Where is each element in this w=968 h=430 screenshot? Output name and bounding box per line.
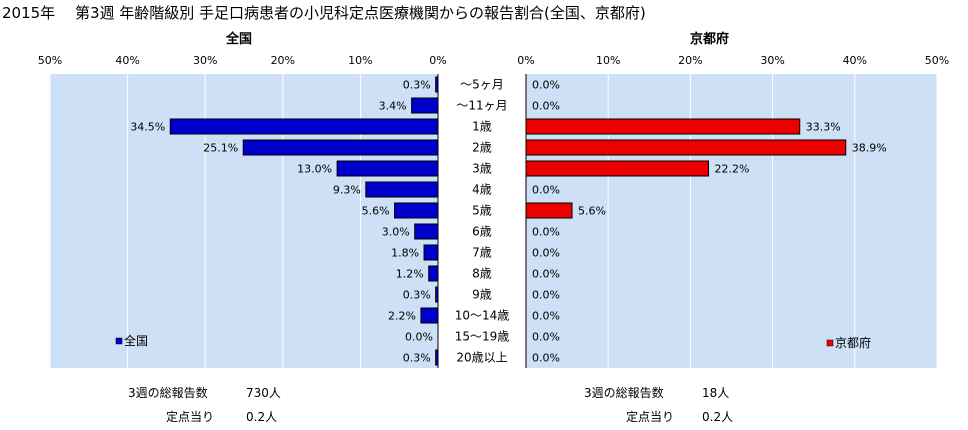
national-tick-label: 40% <box>115 54 139 67</box>
kyoto-bar <box>525 118 801 135</box>
kyoto-per-value: 0.2人 <box>702 410 734 424</box>
national-bar <box>428 265 439 282</box>
kyoto-data-label: 0.0% <box>532 310 560 323</box>
national-bar <box>394 202 439 219</box>
national-tick-label: 20% <box>271 54 295 67</box>
kyoto-data-label: 5.6% <box>578 205 606 218</box>
national-legend-swatch <box>115 337 123 345</box>
kyoto-data-label: 0.0% <box>532 100 560 113</box>
national-data-label: 9.3% <box>333 184 361 197</box>
national-data-label: 1.8% <box>391 247 419 260</box>
national-bar <box>411 97 439 114</box>
national-data-label: 0.3% <box>403 352 431 365</box>
kyoto-data-label: 0.0% <box>532 247 560 260</box>
national-data-label: 0.3% <box>403 289 431 302</box>
kyoto-legend-swatch <box>826 339 834 347</box>
kyoto-data-label: 0.0% <box>532 352 560 365</box>
national-data-label: 0.3% <box>403 79 431 92</box>
kyoto-data-label: 22.2% <box>714 163 749 176</box>
national-plot-area <box>50 74 438 368</box>
national-tick-label: 30% <box>193 54 217 67</box>
kyoto-tick-label: 30% <box>760 54 784 67</box>
national-tick-label: 10% <box>348 54 372 67</box>
kyoto-tick-label: 50% <box>925 54 949 67</box>
kyoto-data-label: 0.0% <box>532 289 560 302</box>
category-label: 1歳 <box>472 120 492 134</box>
national-bar <box>336 160 439 177</box>
national-bar <box>365 181 439 198</box>
category-label: 4歳 <box>472 183 492 197</box>
national-data-label: 13.0% <box>297 163 332 176</box>
kyoto-total-value: 18人 <box>702 386 730 400</box>
national-data-label: 34.5% <box>130 121 165 134</box>
national-data-label: 25.1% <box>203 142 238 155</box>
kyoto-plot-area <box>526 74 937 368</box>
national-data-label: 3.0% <box>382 226 410 239</box>
kyoto-bar <box>525 160 709 177</box>
kyoto-panel-title: 京都府 <box>690 32 730 47</box>
national-total-value: 730人 <box>246 386 281 400</box>
category-label: 15～19歳 <box>455 330 510 344</box>
national-total-label: 3週の総報告数 <box>128 386 208 400</box>
national-bar <box>414 223 439 240</box>
kyoto-bar <box>525 202 573 219</box>
national-per-value: 0.2人 <box>246 410 278 424</box>
national-bar <box>435 349 439 366</box>
kyoto-data-label: 33.3% <box>806 121 841 134</box>
national-bar <box>420 307 439 324</box>
category-label: ～11ヶ月 <box>456 99 507 113</box>
kyoto-per-label: 定点当り <box>626 410 675 424</box>
national-data-label: 0.0% <box>405 331 433 344</box>
kyoto-data-label: 0.0% <box>532 268 560 281</box>
chart-title: 2015年 第3週 年齢階級別 手足口病患者の小児科定点医療機関からの報告割合(… <box>2 4 646 22</box>
kyoto-tick-label: 0% <box>517 54 534 67</box>
category-label: ～5ヶ月 <box>460 78 504 92</box>
kyoto-data-label: 0.0% <box>532 79 560 92</box>
national-bar <box>242 139 439 156</box>
national-data-label: 5.6% <box>362 205 390 218</box>
kyoto-total-label: 3週の総報告数 <box>584 386 664 400</box>
category-label: 10～14歳 <box>455 309 510 323</box>
national-data-label: 1.2% <box>396 268 424 281</box>
category-label: 8歳 <box>472 267 492 281</box>
category-label: 7歳 <box>472 246 492 260</box>
category-label: 6歳 <box>472 225 492 239</box>
category-label: 5歳 <box>472 204 492 218</box>
kyoto-data-label: 0.0% <box>532 331 560 344</box>
category-label: 3歳 <box>472 162 492 176</box>
category-label: 2歳 <box>472 141 492 155</box>
national-legend-label: 全国 <box>124 333 148 348</box>
national-bar <box>435 286 439 303</box>
kyoto-legend-label: 京都府 <box>835 335 871 350</box>
kyoto-data-label: 0.0% <box>532 184 560 197</box>
national-tick-label: 0% <box>429 54 446 67</box>
national-panel-title: 全国 <box>226 32 253 47</box>
national-bar <box>435 76 439 93</box>
national-bar <box>423 244 439 261</box>
kyoto-tick-label: 10% <box>596 54 620 67</box>
kyoto-tick-label: 40% <box>843 54 867 67</box>
kyoto-data-label: 38.9% <box>852 142 887 155</box>
national-tick-label: 50% <box>38 54 62 67</box>
kyoto-bar <box>525 139 847 156</box>
national-data-label: 2.2% <box>388 310 416 323</box>
category-label: 9歳 <box>472 288 492 302</box>
national-data-label: 3.4% <box>379 100 407 113</box>
category-label: 20歳以上 <box>456 351 507 365</box>
kyoto-tick-label: 20% <box>678 54 702 67</box>
kyoto-data-label: 0.0% <box>532 226 560 239</box>
national-bar <box>169 118 439 135</box>
national-per-label: 定点当り <box>166 410 215 424</box>
